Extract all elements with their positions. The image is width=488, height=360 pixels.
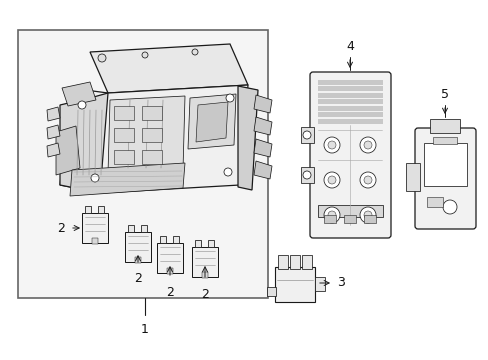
Text: 1: 1: [141, 323, 149, 336]
Circle shape: [78, 101, 86, 109]
FancyBboxPatch shape: [309, 72, 390, 238]
Bar: [142, 128, 162, 142]
Bar: [317, 93, 382, 98]
Circle shape: [324, 172, 339, 188]
Text: 2: 2: [166, 286, 174, 299]
Bar: [302, 255, 311, 269]
Text: 2: 2: [57, 221, 65, 234]
Bar: [317, 80, 382, 85]
Bar: [426, 197, 442, 207]
Bar: [85, 206, 91, 213]
Circle shape: [363, 141, 371, 149]
Bar: [202, 272, 207, 278]
Circle shape: [327, 141, 335, 149]
Bar: [317, 106, 382, 111]
Bar: [301, 127, 313, 143]
Bar: [289, 255, 299, 269]
Bar: [142, 106, 162, 120]
Bar: [114, 128, 134, 142]
Polygon shape: [187, 94, 236, 149]
Bar: [301, 167, 313, 183]
Bar: [192, 247, 218, 277]
Bar: [114, 150, 134, 164]
Bar: [317, 118, 382, 123]
Circle shape: [442, 200, 456, 214]
Text: 5: 5: [440, 88, 448, 101]
Bar: [207, 240, 214, 247]
Bar: [114, 106, 134, 120]
Polygon shape: [253, 161, 271, 179]
Bar: [343, 215, 355, 223]
Text: 3: 3: [336, 276, 344, 289]
Text: 2: 2: [201, 288, 208, 301]
Bar: [278, 255, 287, 269]
Polygon shape: [196, 102, 227, 142]
Polygon shape: [253, 117, 271, 135]
Polygon shape: [62, 82, 96, 106]
Polygon shape: [253, 95, 271, 113]
Circle shape: [363, 211, 371, 219]
Bar: [363, 215, 375, 223]
Polygon shape: [238, 86, 258, 190]
Circle shape: [327, 176, 335, 184]
Polygon shape: [70, 163, 184, 196]
Circle shape: [192, 49, 198, 55]
Circle shape: [91, 174, 99, 182]
Bar: [167, 268, 173, 274]
Polygon shape: [108, 96, 184, 174]
Bar: [314, 277, 325, 291]
Bar: [324, 215, 335, 223]
Circle shape: [324, 137, 339, 153]
Polygon shape: [90, 44, 247, 93]
Polygon shape: [60, 85, 247, 193]
Bar: [432, 137, 456, 144]
Text: 4: 4: [346, 40, 353, 53]
Polygon shape: [47, 107, 60, 121]
Circle shape: [327, 211, 335, 219]
Bar: [82, 213, 108, 243]
Bar: [317, 86, 382, 91]
Bar: [173, 236, 179, 243]
Circle shape: [359, 172, 375, 188]
Bar: [317, 99, 382, 104]
Bar: [142, 150, 162, 164]
Polygon shape: [47, 143, 60, 157]
Bar: [135, 257, 141, 263]
Bar: [274, 267, 314, 302]
Bar: [128, 225, 134, 232]
Bar: [157, 243, 183, 273]
Bar: [195, 240, 201, 247]
Polygon shape: [60, 93, 108, 193]
Circle shape: [98, 54, 106, 62]
Circle shape: [359, 207, 375, 223]
Circle shape: [225, 94, 234, 102]
Bar: [405, 163, 419, 191]
Bar: [98, 206, 104, 213]
Bar: [18, 30, 267, 298]
Bar: [317, 112, 382, 117]
Circle shape: [363, 176, 371, 184]
Circle shape: [142, 52, 148, 58]
Bar: [423, 143, 466, 186]
Circle shape: [224, 168, 231, 176]
Bar: [266, 287, 275, 296]
Circle shape: [359, 137, 375, 153]
Circle shape: [303, 131, 310, 139]
Bar: [92, 238, 98, 244]
FancyBboxPatch shape: [414, 128, 475, 229]
Circle shape: [324, 207, 339, 223]
Polygon shape: [47, 125, 60, 139]
Bar: [429, 119, 459, 133]
Polygon shape: [56, 126, 80, 175]
Polygon shape: [253, 139, 271, 157]
Bar: [141, 225, 147, 232]
Bar: [125, 232, 151, 262]
Bar: [317, 205, 382, 217]
Circle shape: [303, 171, 310, 179]
Bar: [160, 236, 165, 243]
Text: 2: 2: [134, 272, 142, 285]
